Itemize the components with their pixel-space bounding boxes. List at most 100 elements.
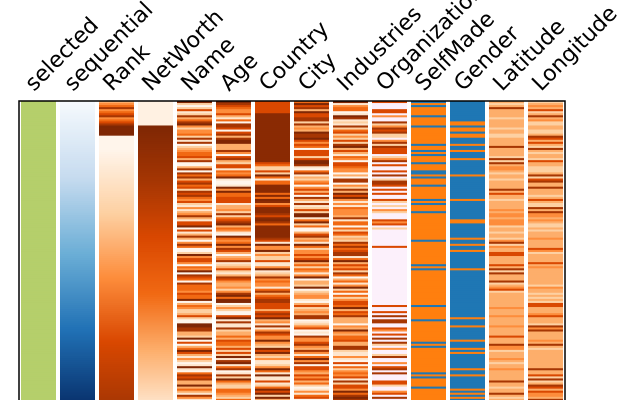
sequential-cell — [60, 233, 95, 237]
selfmade-cell — [411, 353, 446, 357]
industries-cell — [333, 184, 368, 188]
networth-cell — [138, 268, 173, 271]
industries-cell — [333, 149, 368, 153]
industries-cell — [333, 307, 368, 310]
longitude-cell — [528, 274, 563, 278]
city-cell — [294, 237, 329, 241]
country-cell — [255, 262, 290, 265]
sequential-cell — [60, 251, 95, 255]
age-cell — [216, 229, 251, 233]
gender-cell — [450, 339, 485, 343]
longitude-cell — [528, 323, 563, 326]
rank-cell — [99, 260, 134, 263]
city-cell — [294, 225, 329, 229]
selfmade-cell — [411, 272, 446, 275]
country-cell — [255, 270, 290, 273]
industries-cell — [333, 280, 368, 284]
latitude-cell — [489, 154, 524, 157]
rank-cell — [99, 256, 134, 259]
organization-cell — [372, 217, 407, 220]
city-cell — [294, 139, 329, 143]
selfmade-cell — [411, 317, 446, 320]
organization-cell — [372, 390, 407, 394]
age-cell — [216, 133, 251, 137]
rank-cell — [99, 294, 134, 298]
longitude-cell — [528, 135, 563, 139]
selected-cell — [21, 317, 56, 320]
latitude-cell — [489, 217, 524, 220]
selfmade-cell — [411, 254, 446, 257]
longitude-cell — [528, 231, 563, 235]
networth-cell — [138, 237, 173, 241]
selfmade-cell — [411, 180, 446, 184]
rank-cell — [99, 141, 134, 145]
rank-cell — [99, 160, 134, 163]
latitude-cell — [489, 133, 524, 137]
longitude-cell — [528, 394, 563, 398]
sequential-cell — [60, 121, 95, 125]
industries-cell — [333, 103, 368, 106]
rank-cell — [99, 353, 134, 357]
organization-cell — [372, 205, 407, 208]
latitude-cell — [489, 107, 524, 110]
latitude-cell — [489, 139, 524, 143]
sequential-cell — [60, 349, 95, 353]
sequential-cell — [60, 384, 95, 388]
selected-cell — [21, 368, 56, 371]
gender-cell — [450, 141, 485, 145]
gender-cell — [450, 360, 485, 363]
city-cell — [294, 313, 329, 316]
country-cell — [255, 139, 290, 143]
selfmade-cell — [411, 103, 446, 106]
organization-cell — [372, 353, 407, 357]
age-cell — [216, 358, 251, 361]
industries-cell — [333, 107, 368, 110]
rank-cell — [99, 284, 134, 288]
networth-cell — [138, 384, 173, 388]
industries-cell — [333, 123, 368, 127]
selected-cell — [21, 190, 56, 194]
rank-cell — [99, 245, 134, 249]
networth-cell — [138, 174, 173, 178]
latitude-cell — [489, 241, 524, 245]
age-cell — [216, 292, 251, 296]
city-cell — [294, 243, 329, 247]
name-cell — [177, 358, 212, 361]
gender-cell — [450, 158, 485, 161]
city-cell — [294, 362, 329, 365]
industries-cell — [333, 156, 368, 159]
selfmade-cell — [411, 109, 446, 112]
latitude-cell — [489, 327, 524, 331]
organization-cell — [372, 145, 407, 149]
gender-cell — [450, 321, 485, 324]
networth-cell — [138, 192, 173, 196]
gender-cell — [450, 343, 485, 347]
gender-cell — [450, 156, 485, 159]
organization-cell — [372, 292, 407, 296]
organization-cell — [372, 260, 407, 263]
rank-cell — [99, 105, 134, 108]
country-cell — [255, 294, 290, 298]
industries-cell — [333, 203, 368, 206]
name-cell — [177, 103, 212, 106]
gender-cell — [450, 135, 485, 139]
longitude-cell — [528, 321, 563, 324]
country-cell — [255, 398, 290, 400]
city-cell — [294, 141, 329, 145]
name-cell — [177, 364, 212, 367]
selfmade-cell — [411, 215, 446, 218]
longitude-cell — [528, 243, 563, 247]
city-cell — [294, 341, 329, 345]
country-cell — [255, 370, 290, 373]
name-cell — [177, 260, 212, 263]
latitude-cell — [489, 358, 524, 361]
city-cell — [294, 164, 329, 167]
name-cell — [177, 147, 212, 151]
selected-cell — [21, 207, 56, 210]
country-cell — [255, 341, 290, 345]
industries-cell — [333, 321, 368, 324]
gender-cell — [450, 262, 485, 265]
country-cell — [255, 211, 290, 214]
selfmade-cell — [411, 366, 446, 369]
gender-cell — [450, 145, 485, 149]
